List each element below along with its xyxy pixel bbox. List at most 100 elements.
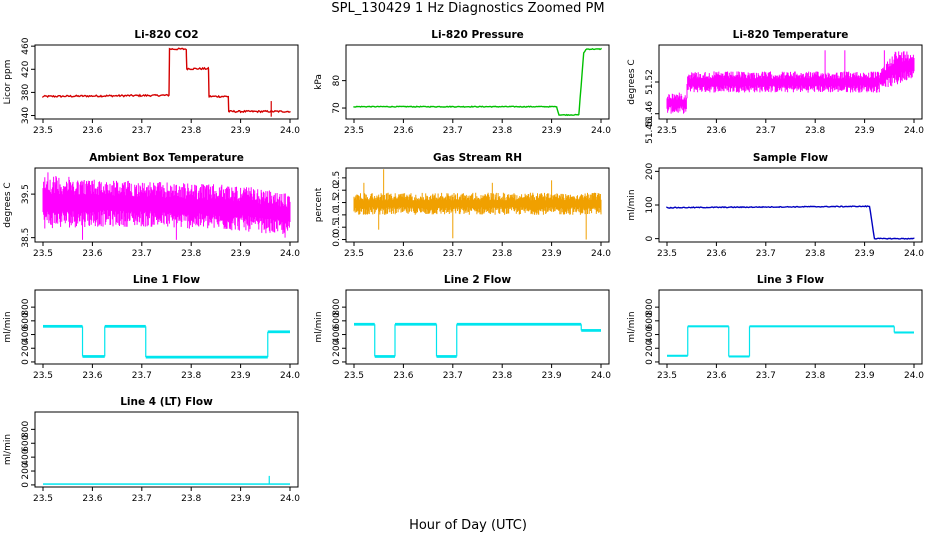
panel-title: Line 4 (LT) Flow [120, 396, 213, 408]
y-tick-label: 200 [645, 339, 655, 356]
plot-frame [345, 167, 610, 243]
page-title: SPL_130429 1 Hz Diagnostics Zoomed PM [331, 1, 605, 16]
x-tick-label: 23.5 [33, 249, 53, 259]
y-tick-label: 600 [21, 434, 31, 451]
series-band [353, 192, 602, 215]
x-tick-label: 23.8 [805, 126, 825, 136]
y-tick-label: 800 [21, 298, 31, 315]
x-tick-label: 24.0 [591, 249, 611, 259]
x-tick-label: 23.9 [231, 371, 251, 381]
y-axis-label: ml/min [3, 311, 13, 342]
x-tick-label: 24.0 [904, 371, 924, 381]
panel-title: Li-820 Pressure [431, 29, 524, 41]
step-segment [43, 324, 83, 328]
x-tick-label: 24.0 [904, 126, 924, 136]
series-line [666, 205, 915, 240]
y-tick-label: 400 [645, 326, 655, 343]
y-axis-label: degrees C [627, 59, 637, 104]
y-tick-label: 0.5 [332, 220, 342, 234]
y-tick-label: 600 [332, 312, 342, 329]
series-group [353, 169, 602, 240]
x-tick-label: 23.5 [33, 494, 53, 504]
panel-title: Line 1 Flow [133, 274, 200, 286]
y-tick-label: 200 [21, 462, 31, 479]
x-tick-label: 23.8 [181, 494, 201, 504]
series-group [354, 322, 601, 358]
step-segment [749, 325, 895, 328]
series-group [353, 47, 602, 117]
x-tick-label: 23.5 [657, 371, 677, 381]
x-tick-label: 23.7 [443, 249, 463, 259]
plot-frame [34, 167, 299, 243]
series-group [666, 205, 915, 240]
step-segment [267, 330, 290, 334]
step-segment [82, 355, 105, 358]
x-tick-label: 23.6 [706, 249, 726, 259]
x-tick-label: 23.7 [132, 126, 152, 136]
step-segment [687, 325, 729, 328]
x-tick-label: 23.6 [82, 126, 102, 136]
plot-frame [345, 289, 610, 365]
y-tick-label: 1.0 [332, 207, 342, 222]
y-tick-label: 400 [21, 326, 31, 343]
x-tick-label: 24.0 [280, 494, 300, 504]
x-tick-label: 23.9 [542, 249, 562, 259]
panel-title: Li-820 CO2 [134, 29, 198, 41]
series-line [353, 47, 602, 117]
panel-7: Line 2 Flow 23.5 23.6 23.7 23.8 23.9 24.0 0 2004… [314, 274, 611, 381]
step-segment [43, 483, 290, 485]
y-tick-label: 51.52 [645, 69, 655, 95]
panel-title: Li-820 Temperature [733, 29, 849, 41]
x-tick-label: 23.8 [181, 126, 201, 136]
series-group [43, 475, 290, 485]
panel-0: Li-820 CO2 23.5 23.6 23.7 23.8 23.9 24.0 340 380… [3, 29, 300, 136]
plot-frame [658, 289, 923, 365]
y-axis-label: ml/min [3, 434, 13, 465]
y-tick-label: 0 [645, 359, 655, 365]
x-tick-label: 23.8 [492, 126, 512, 136]
step-segment [145, 355, 268, 359]
plot-frame [658, 167, 923, 243]
series-line [42, 47, 291, 114]
panel-1: Li-820 Pressure 23.5 23.6 23.7 23.8 23.9 24.0 7… [314, 29, 611, 136]
y-tick-label: 51.46 [645, 101, 655, 127]
y-tick-label: 0 [21, 359, 31, 365]
x-tick-label: 24.0 [904, 249, 924, 259]
panel-8: Line 3 Flow 23.5 23.6 23.7 23.8 23.9 24.0 0 2004… [627, 274, 924, 381]
x-tick-label: 23.7 [443, 371, 463, 381]
y-axis-label: Licor ppm [3, 60, 13, 105]
panel-9: Line 4 (LT) Flow 23.5 23.6 23.7 23.8 23.9 24.0… [3, 396, 300, 504]
panel-5: Sample Flow 23.5 23.6 23.7 23.8 23.9 24.0 0 100 2… [627, 152, 924, 259]
y-tick-label: 0 [332, 359, 342, 365]
panel-3: Ambient Box Temperature 23.5 23.6 23.7 23.8 2… [3, 152, 300, 259]
x-tick-label: 23.9 [855, 126, 875, 136]
x-tick-label: 23.9 [231, 126, 251, 136]
x-tick-label: 23.8 [492, 371, 512, 381]
plot-frame [345, 44, 610, 120]
series-group [42, 47, 291, 117]
x-tick-label: 23.9 [231, 494, 251, 504]
step-segment [436, 355, 457, 358]
step-segment [395, 322, 437, 326]
x-tick-label: 23.6 [82, 249, 102, 259]
y-tick-label: 800 [21, 421, 31, 438]
x-tick-label: 23.9 [542, 126, 562, 136]
x-tick-label: 24.0 [280, 126, 300, 136]
panel-title: Line 2 Flow [444, 274, 511, 286]
x-tick-label: 23.8 [805, 249, 825, 259]
x-tick-label: 23.5 [657, 249, 677, 259]
y-tick-label: 400 [332, 326, 342, 343]
x-tick-label: 24.0 [280, 249, 300, 259]
y-axis-label: ml/min [627, 189, 637, 220]
panel-4: Gas Stream RH 23.5 23.6 23.7 23.8 23.9 24.0 0.0… [314, 152, 611, 259]
x-tick-label: 23.8 [181, 371, 201, 381]
x-tick-label: 23.8 [181, 249, 201, 259]
x-tick-label: 23.6 [393, 371, 413, 381]
y-tick-label: 0 [645, 236, 655, 242]
x-tick-label: 23.7 [756, 249, 776, 259]
step-segment [456, 322, 582, 326]
x-tick-label: 23.5 [33, 371, 53, 381]
y-tick-label: 200 [21, 339, 31, 356]
y-tick-label: 70 [332, 102, 342, 114]
y-tick-label-extra: 51.46 [645, 118, 655, 144]
